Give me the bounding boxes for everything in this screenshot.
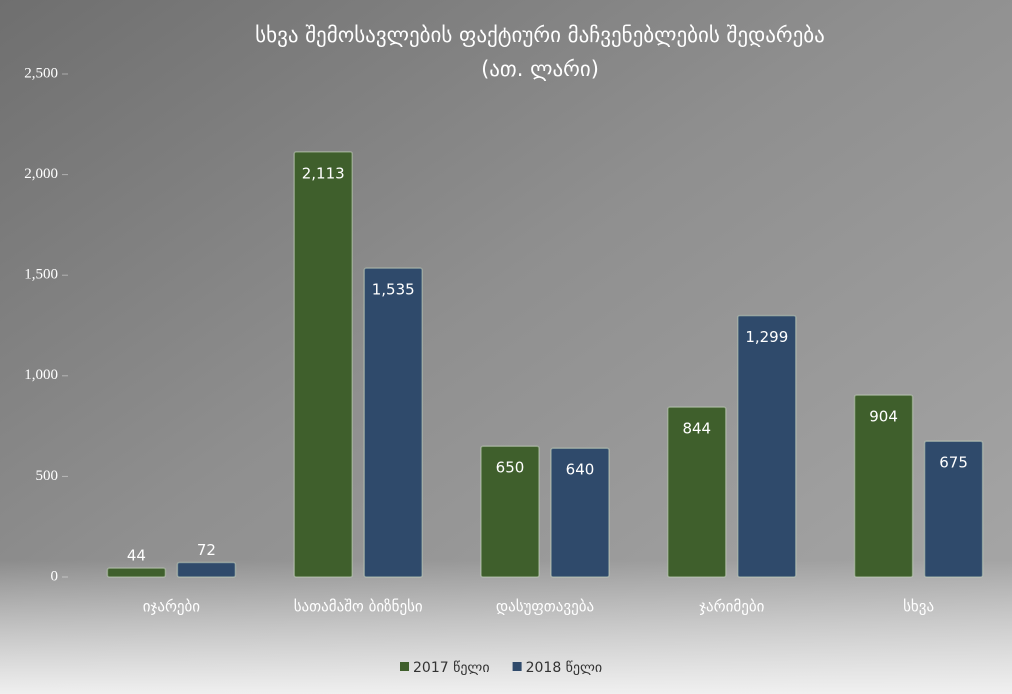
chart-subtitle: (ათ. ლარი) — [481, 57, 599, 81]
value-label: 72 — [197, 541, 216, 559]
y-tick-label: 500 — [36, 468, 59, 484]
bar — [550, 447, 610, 578]
value-label: 904 — [869, 408, 898, 426]
x-tick-label: სათამაშო ბიზნესი — [294, 598, 423, 616]
bar — [853, 394, 914, 578]
bar — [106, 567, 167, 578]
bar — [293, 151, 353, 578]
value-label: 44 — [127, 547, 146, 565]
x-tick-label: დასუფთავება — [496, 598, 594, 616]
value-label: 640 — [566, 461, 595, 479]
y-tick-label: 1,000 — [24, 367, 58, 383]
legend-label: 2017 წელი — [413, 660, 490, 676]
y-tick-label: 1,500 — [24, 267, 58, 283]
bar — [480, 445, 540, 578]
value-label: 2,113 — [302, 164, 345, 182]
x-tick-label: ჯარიმები — [699, 598, 764, 616]
chart-title: სხვა შემოსავლების ფაქტიური მაჩვენებლების… — [255, 23, 825, 47]
legend-label: 2018 წელი — [526, 660, 603, 676]
legend: 2017 წელი 2018 წელი — [400, 660, 602, 676]
x-tick-label: იჯარები — [143, 598, 201, 616]
legend-swatch — [512, 662, 522, 671]
value-label: 675 — [939, 454, 968, 472]
value-label: 650 — [496, 459, 525, 477]
legend-swatch — [400, 662, 409, 671]
bar — [667, 406, 727, 578]
bar — [176, 561, 237, 578]
background-fade — [0, 560, 1012, 694]
bar — [363, 267, 423, 578]
y-tick-label: 0 — [51, 568, 59, 584]
value-label: 844 — [682, 420, 711, 438]
y-tick-label: 2,500 — [24, 65, 58, 81]
value-label: 1,535 — [372, 281, 415, 299]
value-label: 1,299 — [745, 328, 788, 346]
y-tick-label: 2,000 — [24, 166, 58, 182]
bar — [923, 440, 984, 578]
bar — [737, 314, 797, 578]
x-tick-label: სხვა — [903, 598, 934, 616]
